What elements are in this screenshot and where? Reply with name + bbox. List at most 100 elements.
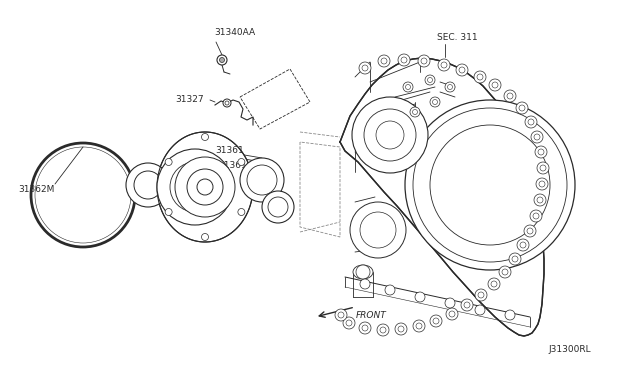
Circle shape — [398, 326, 404, 332]
Circle shape — [202, 134, 209, 141]
Circle shape — [478, 292, 484, 298]
Circle shape — [441, 62, 447, 68]
Circle shape — [378, 55, 390, 67]
Text: FRONT: FRONT — [356, 311, 387, 320]
Circle shape — [527, 228, 533, 234]
Circle shape — [217, 55, 227, 65]
Circle shape — [401, 57, 407, 63]
Circle shape — [346, 320, 352, 326]
Circle shape — [175, 157, 235, 217]
Circle shape — [504, 90, 516, 102]
Circle shape — [533, 213, 539, 219]
Circle shape — [433, 99, 438, 105]
Circle shape — [403, 82, 413, 92]
Circle shape — [512, 256, 518, 262]
Circle shape — [220, 58, 225, 62]
Circle shape — [539, 181, 545, 187]
Circle shape — [413, 108, 567, 262]
Circle shape — [425, 75, 435, 85]
Circle shape — [376, 121, 404, 149]
Circle shape — [395, 323, 407, 335]
Circle shape — [385, 285, 395, 295]
Circle shape — [359, 322, 371, 334]
Circle shape — [534, 194, 546, 206]
Circle shape — [240, 158, 284, 202]
Polygon shape — [340, 58, 544, 336]
Circle shape — [165, 208, 172, 215]
Circle shape — [430, 97, 440, 107]
Circle shape — [413, 320, 425, 332]
Circle shape — [536, 178, 548, 190]
Circle shape — [477, 74, 483, 80]
Circle shape — [516, 102, 528, 114]
Text: 31340AA: 31340AA — [214, 28, 255, 36]
Circle shape — [524, 225, 536, 237]
Circle shape — [421, 58, 427, 64]
Circle shape — [525, 116, 537, 128]
Circle shape — [238, 158, 245, 166]
Text: 31361: 31361 — [215, 145, 244, 154]
Circle shape — [262, 191, 294, 223]
Circle shape — [489, 79, 501, 91]
Circle shape — [335, 309, 347, 321]
Circle shape — [507, 93, 513, 99]
Text: 31344: 31344 — [152, 170, 180, 180]
Circle shape — [447, 84, 452, 90]
Circle shape — [187, 169, 223, 205]
Circle shape — [157, 149, 233, 225]
Circle shape — [509, 253, 521, 265]
Circle shape — [165, 158, 172, 166]
Polygon shape — [157, 132, 253, 242]
Circle shape — [535, 146, 547, 158]
Circle shape — [540, 165, 546, 171]
Circle shape — [488, 278, 500, 290]
Circle shape — [475, 305, 485, 315]
Circle shape — [413, 109, 417, 115]
Circle shape — [416, 323, 422, 329]
Circle shape — [502, 269, 508, 275]
Circle shape — [364, 109, 416, 161]
Circle shape — [449, 311, 455, 317]
Text: 31340: 31340 — [175, 154, 204, 164]
Circle shape — [398, 54, 410, 66]
Text: 31327: 31327 — [175, 94, 204, 103]
Text: SEC. 311: SEC. 311 — [437, 32, 477, 42]
Circle shape — [223, 99, 231, 107]
Circle shape — [530, 210, 542, 222]
Circle shape — [225, 101, 229, 105]
Circle shape — [445, 298, 455, 308]
Circle shape — [362, 325, 368, 331]
Circle shape — [534, 134, 540, 140]
Circle shape — [505, 310, 515, 320]
Circle shape — [415, 292, 425, 302]
Circle shape — [380, 327, 386, 333]
Circle shape — [446, 308, 458, 320]
Circle shape — [499, 266, 511, 278]
Circle shape — [461, 299, 473, 311]
Circle shape — [350, 202, 406, 258]
Circle shape — [238, 208, 245, 215]
Circle shape — [538, 149, 544, 155]
Circle shape — [410, 107, 420, 117]
Circle shape — [377, 324, 389, 336]
Circle shape — [338, 312, 344, 318]
Circle shape — [360, 279, 370, 289]
Circle shape — [356, 265, 370, 279]
Circle shape — [519, 105, 525, 111]
Circle shape — [537, 162, 549, 174]
Circle shape — [459, 67, 465, 73]
Circle shape — [268, 197, 288, 217]
Circle shape — [520, 242, 526, 248]
Circle shape — [359, 62, 371, 74]
Circle shape — [362, 65, 368, 71]
Circle shape — [197, 179, 213, 195]
Circle shape — [430, 125, 550, 245]
Circle shape — [475, 289, 487, 301]
Circle shape — [428, 77, 433, 83]
Circle shape — [456, 64, 468, 76]
Circle shape — [517, 239, 529, 251]
Circle shape — [405, 100, 575, 270]
Circle shape — [418, 55, 430, 67]
Circle shape — [433, 318, 439, 324]
Circle shape — [247, 165, 277, 195]
